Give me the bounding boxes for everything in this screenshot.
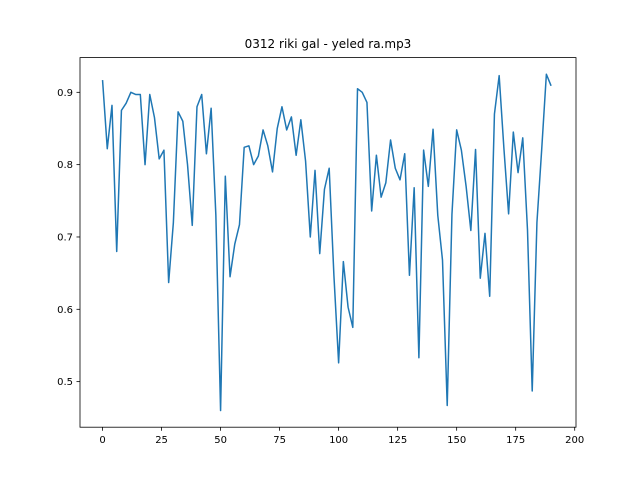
x-tick-label: 150 [447, 435, 466, 446]
x-tick-label: 75 [273, 435, 286, 446]
x-tick-label: 175 [506, 435, 525, 446]
x-tick-label: 200 [565, 435, 584, 446]
plot-frame [79, 57, 577, 428]
y-tick-label: 0.9 [57, 88, 73, 99]
y-tick-label: 0.5 [57, 377, 73, 388]
y-tick-label: 0.6 [57, 305, 73, 316]
chart-title: 0312 riki gal - yeled ra.mp3 [245, 37, 412, 51]
x-tick-label: 25 [155, 435, 168, 446]
x-tick-label: 100 [329, 435, 348, 446]
y-tick-label: 0.7 [57, 232, 73, 243]
x-tick-label: 50 [214, 435, 227, 446]
x-tick-label: 0 [99, 435, 105, 446]
y-tick-label: 0.8 [57, 160, 73, 171]
x-tick-label: 125 [388, 435, 407, 446]
data-line [101, 73, 552, 412]
